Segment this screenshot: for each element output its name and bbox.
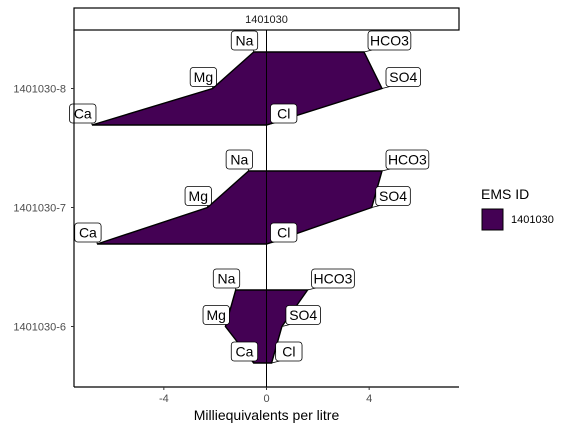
label-text: Ca bbox=[79, 225, 97, 241]
label-box bbox=[367, 30, 412, 51]
label-text: Ca bbox=[74, 106, 92, 122]
x-axis-title: Milliequivalents per litre bbox=[194, 407, 340, 423]
x-tick-label: -4 bbox=[159, 393, 169, 405]
ion-label-Cl: Cl bbox=[271, 341, 303, 364]
label-box bbox=[285, 305, 321, 325]
x-tick-label: 0 bbox=[263, 393, 269, 405]
ion-label-Na: Na bbox=[230, 30, 259, 52]
legend-label-1401030: 1401030 bbox=[511, 214, 554, 226]
ion-label-Cl: Cl bbox=[266, 222, 298, 245]
y-tick-label: 1401030-6 bbox=[13, 322, 66, 334]
label-box bbox=[69, 103, 97, 124]
label-box bbox=[385, 149, 430, 170]
label-text: Cl bbox=[277, 225, 290, 241]
row-1401030-7: Na HCO3 Mg SO4 Ca Cl bbox=[74, 149, 430, 245]
label-box bbox=[375, 186, 411, 206]
x-axis-ticks: -4 0 4 bbox=[159, 387, 372, 405]
label-box bbox=[270, 222, 298, 243]
label-text: Na bbox=[218, 271, 236, 287]
label-text: Mg bbox=[189, 188, 208, 204]
label-box bbox=[184, 186, 212, 206]
ion-label-SO4: SO4 bbox=[371, 186, 411, 208]
legend: EMS ID 1401030 bbox=[481, 186, 554, 231]
label-box bbox=[230, 30, 259, 51]
y-tick-label: 1401030-7 bbox=[13, 203, 66, 215]
label-box bbox=[212, 268, 241, 289]
ion-label-HCO3: HCO3 bbox=[381, 149, 430, 172]
ion-label-Ca: Ca bbox=[230, 341, 259, 363]
ion-label-Na: Na bbox=[225, 149, 253, 171]
label-box bbox=[202, 305, 230, 325]
row-1401030-8: Na HCO3 Mg SO4 Ca Cl bbox=[69, 30, 421, 126]
label-text: Cl bbox=[282, 344, 295, 360]
plot-panel: Na HCO3 Mg SO4 Ca Cl Na HCO3 Mg SO4 Ca Cl Na HCO3 Mg SO… bbox=[69, 30, 430, 387]
ion-label-HCO3: HCO3 bbox=[363, 30, 412, 53]
label-text: SO4 bbox=[379, 188, 407, 204]
ion-label-Cl: Cl bbox=[266, 103, 298, 126]
label-text: Na bbox=[236, 33, 254, 49]
facet-strip-label: 1401030 bbox=[245, 14, 288, 26]
label-text: Cl bbox=[277, 106, 290, 122]
ion-label-Mg: Mg bbox=[202, 305, 230, 327]
label-text: SO4 bbox=[389, 69, 417, 85]
label-text: HCO3 bbox=[314, 271, 353, 287]
label-text: Mg bbox=[194, 69, 213, 85]
x-tick-label: 4 bbox=[366, 393, 372, 405]
label-box bbox=[311, 268, 355, 289]
label-text: Ca bbox=[236, 344, 254, 360]
label-box bbox=[275, 341, 303, 362]
ion-label-SO4: SO4 bbox=[281, 305, 321, 327]
label-text: HCO3 bbox=[388, 152, 427, 168]
stiff-polygon bbox=[96, 170, 383, 245]
legend-key-1401030 bbox=[481, 208, 504, 231]
label-box bbox=[385, 67, 421, 87]
ion-label-HCO3: HCO3 bbox=[307, 268, 355, 291]
label-box bbox=[270, 103, 298, 124]
label-text: Na bbox=[230, 152, 248, 168]
ion-label-SO4: SO4 bbox=[381, 67, 421, 89]
y-axis-ticks: 1401030-8 1401030-7 1401030-6 bbox=[13, 84, 74, 334]
label-text: HCO3 bbox=[370, 33, 409, 49]
y-tick-label: 1401030-8 bbox=[13, 84, 66, 96]
ion-label-Mg: Mg bbox=[184, 186, 212, 208]
label-box bbox=[189, 67, 217, 87]
label-box bbox=[225, 149, 253, 170]
label-text: SO4 bbox=[289, 307, 317, 323]
legend-title: EMS ID bbox=[481, 186, 529, 202]
stiff-polygon bbox=[91, 51, 383, 126]
label-box bbox=[74, 222, 102, 243]
row-1401030-6: Na HCO3 Mg SO4 Ca Cl bbox=[202, 268, 355, 364]
ion-label-Na: Na bbox=[212, 268, 241, 290]
label-text: Mg bbox=[207, 307, 226, 323]
ion-label-Ca: Ca bbox=[69, 103, 97, 125]
ion-label-Mg: Mg bbox=[189, 67, 217, 89]
label-box bbox=[230, 341, 259, 362]
ion-label-Ca: Ca bbox=[74, 222, 102, 244]
